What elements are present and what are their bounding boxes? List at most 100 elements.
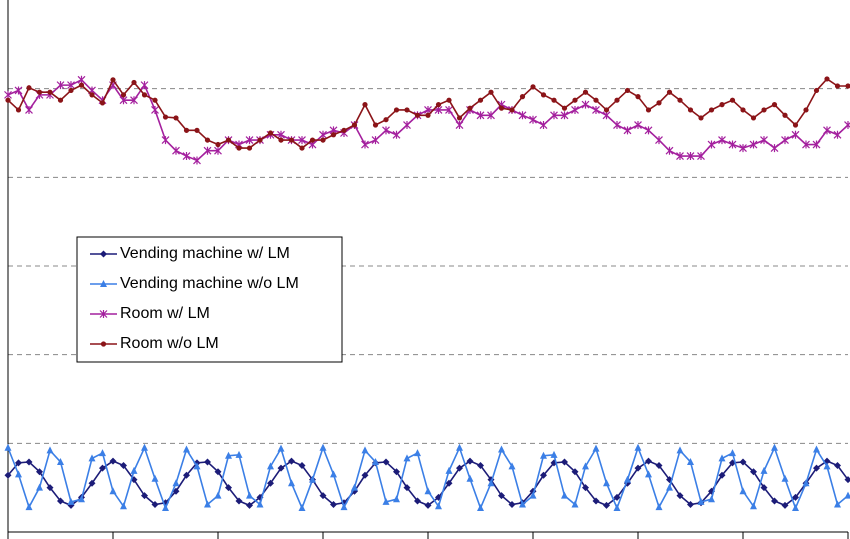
point (151, 474, 159, 482)
point (488, 89, 494, 95)
point (162, 114, 169, 120)
point (560, 111, 569, 120)
point (613, 121, 621, 130)
point (225, 137, 232, 143)
point (498, 445, 505, 453)
point (4, 90, 12, 99)
point (624, 87, 631, 94)
point (46, 446, 54, 454)
point (267, 130, 274, 136)
point (183, 127, 190, 133)
point (425, 112, 431, 118)
point (676, 446, 684, 454)
point (110, 77, 116, 83)
point (277, 130, 285, 139)
point (603, 501, 610, 509)
point (540, 92, 547, 98)
point (120, 462, 127, 469)
point (193, 462, 201, 470)
point (140, 81, 149, 90)
point (57, 457, 64, 465)
point (477, 504, 484, 512)
point (298, 136, 306, 145)
point (225, 451, 232, 459)
point (172, 487, 180, 495)
point (15, 107, 22, 113)
point (161, 136, 170, 145)
point (257, 137, 263, 143)
point (572, 97, 578, 103)
point (761, 107, 767, 113)
legend-label: Vending machine w/o LM (120, 275, 299, 292)
point (750, 502, 757, 510)
point (277, 444, 285, 452)
point (309, 475, 316, 483)
point (824, 76, 830, 82)
point (235, 497, 243, 505)
point (718, 136, 726, 145)
point (718, 471, 726, 479)
point (245, 136, 254, 145)
point (792, 504, 799, 512)
point (834, 500, 841, 508)
point (120, 502, 127, 510)
point (204, 458, 211, 466)
point (834, 462, 841, 469)
point (487, 479, 495, 487)
point (456, 115, 463, 121)
point (330, 470, 337, 478)
point (760, 466, 768, 474)
point (288, 137, 295, 143)
point (550, 450, 558, 458)
point (424, 487, 432, 495)
point (687, 107, 694, 113)
point (78, 82, 85, 88)
point (78, 495, 85, 503)
point (152, 97, 158, 103)
point (288, 479, 295, 487)
point (539, 121, 548, 130)
point (371, 136, 380, 145)
point (130, 96, 138, 105)
point (508, 501, 516, 509)
point (635, 94, 641, 100)
point (393, 468, 400, 476)
point (613, 504, 621, 512)
point (67, 81, 75, 90)
point (791, 130, 800, 139)
point (36, 468, 43, 476)
point (309, 137, 316, 143)
point (383, 117, 389, 123)
point (666, 89, 673, 95)
point (623, 126, 632, 135)
point (445, 479, 453, 487)
point (644, 126, 653, 135)
legend: Vending machine w/ LM Vending machine w/o… (76, 236, 343, 363)
point (130, 466, 138, 474)
point (518, 111, 527, 120)
point (803, 107, 809, 113)
point (162, 504, 169, 512)
legend-marker (99, 310, 108, 318)
point (298, 462, 306, 469)
point (508, 462, 516, 470)
point (151, 501, 159, 509)
point (341, 127, 347, 133)
point (403, 121, 411, 130)
point (676, 152, 684, 161)
point (435, 502, 442, 510)
point (435, 102, 442, 108)
point (15, 470, 22, 478)
point (728, 140, 737, 149)
point (141, 443, 148, 451)
point (613, 493, 621, 501)
point (288, 457, 295, 465)
point (299, 145, 305, 151)
point (802, 140, 810, 149)
point (845, 83, 850, 89)
point (655, 136, 663, 145)
point (487, 111, 495, 120)
point (57, 97, 64, 103)
